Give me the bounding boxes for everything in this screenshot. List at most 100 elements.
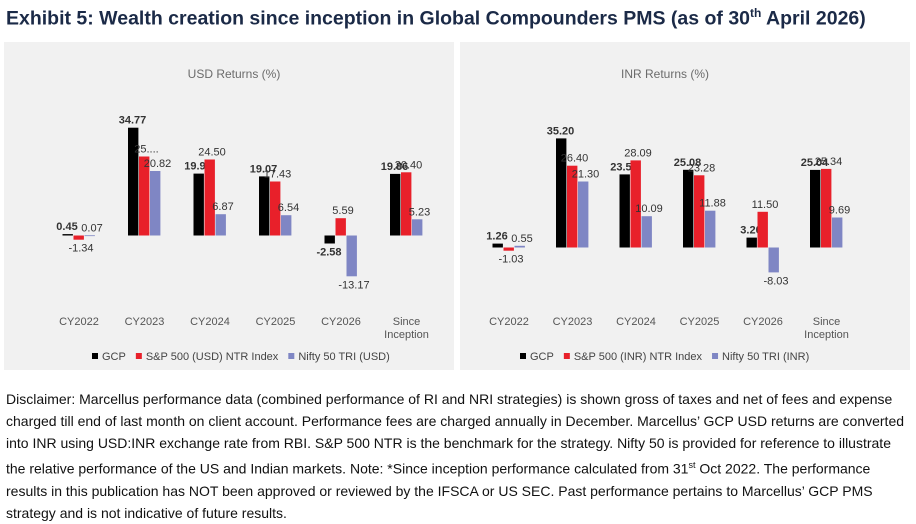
usd-data-label-1-1: 25.... [134,144,158,156]
inr-bar-0-3 [683,169,694,248]
usd-bar-0-3 [259,176,270,236]
usd-data-label-2-5: 5.23 [409,206,430,218]
inr-bar-2-1 [578,181,589,248]
usd-bar-2-0 [84,235,95,237]
usd-legend-label-1: S&P 500 (USD) NTR Index [146,351,279,363]
inr-data-label-2-4: -8.03 [763,275,788,287]
usd-bar-2-3 [281,215,292,236]
inr-bar-1-2 [630,160,641,248]
usd-data-label-2-1: 20.82 [144,158,172,170]
usd-bar-1-4 [335,218,346,236]
usd-category-label-5-1: Inception [384,329,429,341]
usd-bar-0-5 [390,173,401,236]
inr-data-label-0-1: 35.20 [547,125,575,137]
inr-bar-1-1 [567,165,578,248]
inr-data-label-0-0: 1.26 [486,231,507,243]
inr-bar-2-4 [768,247,779,273]
inr-legend-label-1: S&P 500 (INR) NTR Index [574,351,703,363]
usd-bar-0-0 [62,234,73,236]
usd-bar-1-0 [73,235,84,240]
usd-bar-2-4 [346,235,357,277]
inr-legend-swatch-1 [563,353,570,359]
usd-data-label-1-2: 24.50 [198,147,226,159]
usd-legend-label-2: Nifty 50 TRI (USD) [298,351,389,363]
usd-data-label-1-3: 17.43 [264,169,292,181]
usd-data-label-2-4: -13.17 [338,279,369,291]
title-superscript: th [750,6,762,20]
inr-bar-2-5 [832,217,843,248]
inr-category-label-5-0: Since [813,316,841,328]
inr-data-label-0-4: 3.20 [740,225,761,237]
usd-data-label-0-1: 34.77 [119,115,147,127]
usd-category-label-4: CY2026 [321,316,361,328]
usd-bar-0-1 [128,127,139,236]
usd-bar-1-3 [270,181,281,236]
inr-data-label-0-3: 25.08 [674,157,702,169]
usd-data-label-1-4: 5.59 [332,205,353,217]
disclaimer-part-2: Oct 2022. The performance results in thi… [6,460,873,521]
inr-bar-0-4 [746,237,757,248]
usd-bar-0-4 [324,235,335,244]
inr-bar-1-3 [694,175,705,248]
inr-category-label-5-1: Inception [804,329,849,341]
inr-data-label-0-5: 25.04 [801,157,829,169]
inr-legend-label-2: Nifty 50 TRI (INR) [722,351,809,363]
usd-bar-1-1 [139,156,150,236]
usd-bar-1-2 [204,159,215,236]
inr-data-label-1-4: 11.50 [752,199,779,211]
inr-returns-chart-panel: INR Returns (%) 1.26 -1.03 0.55 CY2022 35.20 2… [460,42,910,370]
inr-bar-0-0 [492,243,503,248]
usd-category-label-1: CY2023 [125,316,165,328]
inr-data-label-2-5: 9.69 [829,205,850,217]
exhibit-title: Exhibit 5: Wealth creation since incepti… [6,6,912,31]
usd-legend-swatch-2 [288,353,295,359]
inr-bar-0-1 [556,138,567,248]
usd-bar-0-2 [193,173,204,236]
usd-category-label-2: CY2024 [190,316,230,328]
usd-returns-chart: USD Returns (%) 0.45 -1.34 0.07 CY2022 34.77 2… [56,67,430,363]
usd-data-label-0-0: 0.45 [56,221,77,233]
inr-bar-0-5 [810,169,821,248]
inr-legend-label-0: GCP [530,351,554,363]
inr-data-label-2-1: 21.30 [572,169,600,181]
usd-bar-2-5 [412,219,423,236]
usd-category-label-0: CY2022 [59,316,99,328]
inr-bar-1-4 [757,211,768,248]
usd-data-label-1-0: -1.34 [68,243,93,255]
inr-category-label-0: CY2022 [489,316,529,328]
inr-data-label-1-3: 23.28 [688,162,716,174]
title-main: Exhibit 5: Wealth creation since incepti… [6,7,751,30]
usd-category-label-5-0: Since [393,316,421,328]
inr-category-label-3: CY2025 [680,316,720,328]
usd-legend-label-0: GCP [102,351,126,363]
inr-data-label-1-0: -1.03 [498,254,523,266]
inr-category-label-2: CY2024 [616,316,656,328]
inr-category-label-4: CY2026 [743,316,783,328]
usd-legend-swatch-0 [92,353,98,359]
disclaimer-superscript: st [688,460,696,470]
inr-bar-0-2 [619,174,630,248]
usd-data-label-2-0: 0.07 [81,222,102,234]
inr-category-label-1: CY2023 [553,316,593,328]
usd-data-label-2-2: 6.87 [212,201,233,213]
inr-data-label-1-1: 26.40 [561,153,589,165]
usd-data-label-2-3: 6.54 [278,202,299,214]
usd-returns-chart-panel: USD Returns (%) 0.45 -1.34 0.07 CY2022 34.77 2… [4,42,454,370]
usd-bar-2-1 [150,171,161,236]
usd-bar-1-5 [401,172,412,236]
title-end: April 2026) [761,7,866,30]
inr-data-label-2-3: 11.88 [699,198,726,210]
usd-chart-title: USD Returns (%) [188,67,281,81]
inr-returns-chart: INR Returns (%) 1.26 -1.03 0.55 CY2022 35.20 2… [486,67,850,363]
inr-data-label-1-5: 25.34 [815,156,843,168]
usd-data-label-0-4: -2.58 [316,247,341,259]
inr-data-label-2-2: 10.09 [635,203,663,215]
inr-bar-1-0 [503,247,514,251]
inr-bar-2-2 [641,216,652,248]
usd-legend-swatch-1 [135,353,142,359]
inr-bar-2-3 [705,210,716,248]
usd-data-label-0-5: 19.86 [381,161,409,173]
inr-bar-2-0 [514,245,525,248]
usd-bar-2-2 [215,214,226,236]
inr-legend-swatch-0 [520,353,526,359]
